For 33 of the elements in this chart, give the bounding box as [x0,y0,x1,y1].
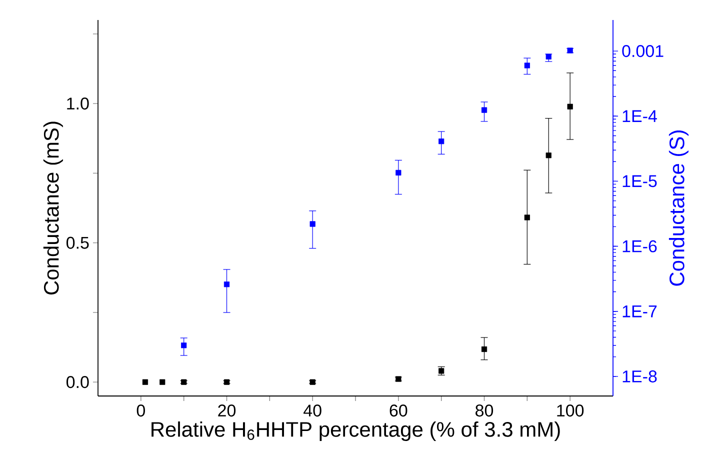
point [438,368,444,374]
point [524,62,530,68]
y2-tick-label: 1E-4 [622,110,657,122]
x-tick-label: 40 [304,404,322,417]
point [438,138,444,144]
point [481,107,488,113]
x-tick-label: 60 [390,404,408,417]
x-tick-label: 80 [476,404,494,417]
y-tick-label: 0.0 [66,376,89,388]
y2-tick-label: 1E-8 [622,370,657,382]
y2-tick-label: 1E-7 [622,305,657,318]
point [524,214,530,220]
point [310,221,316,227]
y2-tick-label: 1E-6 [622,240,657,252]
point [546,152,552,158]
y2-tick-label: 1E-5 [622,175,657,188]
y2-axis-title: Conductance (S) [668,130,689,286]
point [567,104,573,110]
y-tick-label: 0.5 [66,236,89,249]
point [224,282,230,288]
point [546,54,552,60]
x-axis-title: Relative H$_{6}$HHTP percentage (% of 3.3 mM) [152,421,560,442]
point [181,342,187,348]
y2-tick-label: 0.001 [622,45,664,58]
point [396,170,402,176]
x-tick-label: 100 [557,404,584,417]
point [160,379,166,385]
y-axis-title: Conductance (mS) [43,122,63,294]
y-tick-label: 1.0 [67,98,89,110]
x-tick-label: 0 [136,404,145,417]
point [142,379,148,385]
x-tick-label: 20 [218,404,236,417]
point [481,346,488,352]
